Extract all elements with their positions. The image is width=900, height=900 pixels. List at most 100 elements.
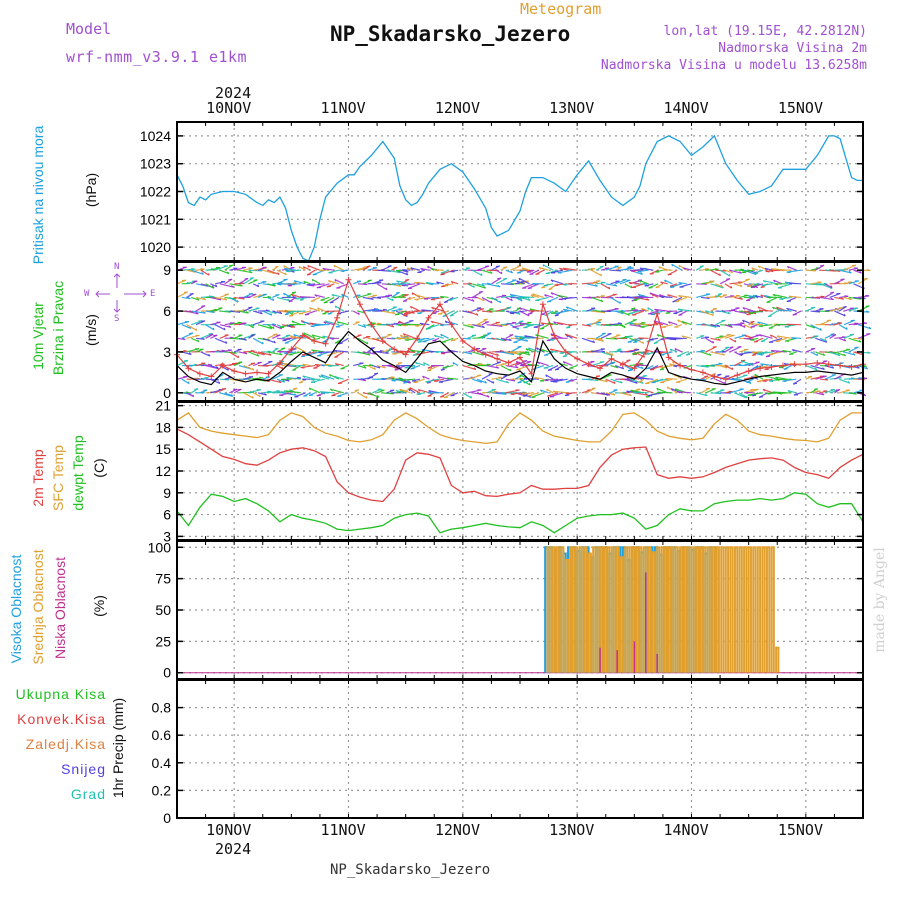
wind-arrow bbox=[467, 389, 482, 394]
wind-arrow-head bbox=[440, 396, 445, 398]
wind-arrow-head bbox=[793, 382, 797, 385]
wind-arrow-head bbox=[324, 320, 328, 324]
wind-arrow bbox=[540, 389, 549, 394]
wind-arrow-head bbox=[336, 321, 340, 324]
wind-arrow bbox=[400, 319, 414, 326]
wind-arrow-head bbox=[447, 349, 451, 352]
wind-arrow-head bbox=[470, 395, 473, 399]
wind-arrow bbox=[195, 296, 206, 301]
wind-arrow bbox=[696, 392, 708, 397]
wind-arrow-head bbox=[532, 293, 535, 296]
wind-arrow-head bbox=[783, 368, 788, 370]
wind-arrow-head bbox=[529, 310, 533, 313]
day-label: 10NOV bbox=[206, 821, 252, 839]
wind-arrow bbox=[406, 267, 416, 271]
wind-arrow bbox=[176, 291, 188, 298]
wind-arrow bbox=[416, 351, 430, 356]
wind-arrow bbox=[653, 320, 668, 326]
wind-arrow-head bbox=[426, 381, 431, 384]
cloud-bar-mid bbox=[770, 546, 775, 673]
wind-arrow-head bbox=[284, 268, 288, 271]
wind-arrow bbox=[605, 283, 618, 287]
wind-arrow-head bbox=[751, 351, 756, 354]
wind-arrow bbox=[394, 365, 406, 371]
wind-arrow-head bbox=[281, 366, 284, 370]
wind-arrow bbox=[521, 267, 530, 271]
wind-arrow bbox=[710, 269, 721, 277]
wind-arrow bbox=[528, 347, 540, 353]
wind-arrow-head bbox=[759, 334, 762, 337]
temperature-series-dewpt-temp bbox=[176, 492, 864, 534]
wind-arrow-head bbox=[284, 313, 289, 316]
wind-arrow-head bbox=[565, 306, 569, 310]
wind-arrow bbox=[788, 295, 802, 299]
wind-arrow-head bbox=[401, 284, 406, 287]
wind-arrow-head bbox=[628, 281, 632, 285]
wind-arrow-head bbox=[307, 265, 310, 268]
wind-arrow-head bbox=[665, 378, 669, 381]
wind-arrow-head bbox=[446, 377, 451, 380]
wind-arrow-head bbox=[670, 388, 674, 391]
wind-arrow bbox=[549, 392, 564, 398]
wind-arrow-head bbox=[189, 332, 194, 335]
wind-arrow-head bbox=[786, 307, 790, 311]
y-tick-label: 1023 bbox=[140, 156, 171, 172]
wind-arrow bbox=[395, 389, 406, 394]
wind-arrow-head bbox=[183, 359, 188, 362]
wind-arrow bbox=[829, 307, 844, 312]
wind-arrow bbox=[634, 296, 650, 301]
wind-arrow-head bbox=[224, 297, 228, 301]
wind-arrow-head bbox=[837, 353, 841, 357]
wind-arrow-head bbox=[550, 279, 554, 283]
wind-arrow-head bbox=[786, 266, 790, 269]
wind-arrow bbox=[677, 308, 692, 312]
wind-arrow-head bbox=[415, 294, 419, 298]
wind-arrow bbox=[787, 265, 797, 271]
wind-arrow-head bbox=[311, 334, 315, 338]
wind-arrow-head bbox=[865, 310, 870, 313]
wind-arrow bbox=[191, 337, 200, 343]
wind-arrow bbox=[710, 363, 723, 367]
wind-arrow-head bbox=[764, 295, 767, 298]
wind-arrow-head bbox=[396, 365, 400, 368]
wind-arrow bbox=[362, 351, 376, 355]
wind-arrow-head bbox=[510, 393, 515, 396]
wind-arrow bbox=[410, 267, 421, 271]
wind-arrow bbox=[399, 388, 411, 394]
wind-arrow bbox=[700, 351, 712, 356]
wind-arrow-head bbox=[412, 354, 417, 356]
wind-arrow bbox=[600, 283, 611, 290]
wind-arrow bbox=[562, 296, 578, 300]
wind-arrow-head bbox=[188, 392, 192, 395]
wind-arrow-head bbox=[656, 388, 659, 391]
wind-arrow bbox=[357, 392, 368, 399]
wind-arrow bbox=[748, 310, 764, 314]
wind-arrow-head bbox=[519, 307, 522, 311]
wind-arrow-head bbox=[495, 265, 500, 267]
wind-arrow-head bbox=[405, 272, 409, 276]
wind-arrow-head bbox=[193, 280, 198, 283]
wind-arrow-head bbox=[608, 286, 611, 290]
wind-arrow-head bbox=[233, 351, 237, 354]
wind-arrow-head bbox=[310, 378, 315, 381]
wind-arrow-head bbox=[510, 270, 513, 274]
wind-arrow-head bbox=[320, 364, 325, 367]
wind-arrow bbox=[500, 306, 512, 312]
wind-arrow bbox=[286, 291, 297, 298]
wind-arrow-head bbox=[785, 281, 789, 284]
wind-arrow-head bbox=[638, 377, 643, 380]
wind-arrow bbox=[743, 310, 757, 315]
wind-arrow bbox=[513, 337, 525, 344]
wind-arrow-head bbox=[250, 323, 255, 327]
wind-arrow bbox=[705, 324, 717, 328]
wind-arrow-head bbox=[750, 320, 755, 323]
wind-arrow-head bbox=[736, 378, 740, 381]
wind-arrow-head bbox=[261, 341, 264, 345]
day-label: 12NOV bbox=[434, 99, 480, 117]
wind-arrow bbox=[292, 365, 302, 371]
wind-arrow-head bbox=[385, 351, 389, 354]
wind-arrow bbox=[320, 391, 335, 394]
wind-arrow-head bbox=[201, 305, 206, 307]
wind-arrow bbox=[629, 378, 644, 384]
wind-arrow bbox=[523, 377, 540, 380]
